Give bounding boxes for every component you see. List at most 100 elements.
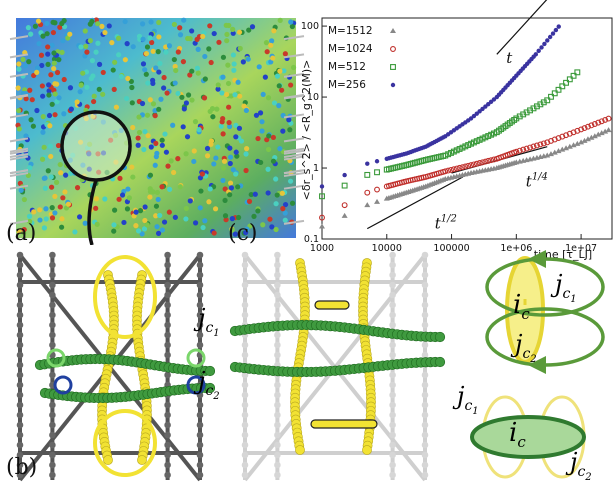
lattice-bead — [196, 261, 204, 269]
monomer-bead — [231, 61, 237, 67]
lattice-bead — [274, 451, 281, 459]
monomer-bead — [195, 70, 201, 76]
lattice-bead — [49, 431, 56, 439]
data-point-M1024 — [465, 162, 472, 169]
chain-bead — [204, 365, 215, 377]
monomer-bead — [28, 31, 34, 37]
lattice-bead — [421, 471, 429, 479]
lattice-bead — [389, 401, 396, 409]
monomer-bead — [40, 33, 46, 39]
data-point-M1024 — [578, 126, 585, 133]
data-point-M1024 — [450, 166, 457, 173]
monomer-bead — [183, 205, 189, 212]
monomer-bead — [267, 216, 273, 222]
power-law-guide — [496, 0, 548, 55]
lattice-bead — [241, 311, 249, 319]
monomer-bead — [121, 219, 127, 226]
lattice-bead — [274, 471, 281, 479]
monomer-bead — [231, 67, 237, 73]
lattice-bead — [241, 301, 249, 309]
lattice-bead — [196, 321, 204, 329]
monomer-bead — [214, 106, 220, 112]
monomer-bead — [58, 170, 64, 176]
monomer-bead — [273, 226, 279, 233]
monomer-bead — [26, 59, 32, 65]
lattice-bead — [49, 441, 56, 449]
lattice-bead — [421, 401, 429, 409]
monomer-bead — [274, 73, 281, 79]
lattice-bead — [241, 451, 249, 459]
monomer-bead — [111, 86, 117, 92]
monomer-bead — [207, 23, 213, 29]
monomer-bead — [226, 22, 232, 29]
monomer-bead — [139, 100, 146, 107]
monomer-bead — [100, 69, 106, 76]
lattice-bead — [196, 451, 204, 459]
monomer-bead — [271, 100, 278, 106]
lattice-bead — [196, 291, 204, 299]
monomer-bead — [147, 172, 154, 178]
lattice-bead — [274, 301, 281, 309]
lattice-bead — [16, 351, 24, 359]
monomer-bead — [171, 21, 177, 28]
lattice-bead — [16, 361, 24, 369]
monomer-bead — [59, 224, 65, 230]
plot-frame — [321, 17, 613, 240]
monomer-bead — [16, 126, 22, 132]
monomer-bead — [53, 179, 60, 185]
monomer-bead — [51, 66, 57, 72]
lattice-bead — [421, 351, 429, 359]
data-point-M256 — [342, 172, 347, 178]
data-point-M256 — [550, 31, 556, 36]
monomer-bead — [172, 63, 178, 70]
monomer-bead — [270, 134, 277, 141]
monomer-bead — [229, 227, 235, 233]
lattice-bead — [274, 341, 281, 349]
monomer-bead — [62, 189, 68, 195]
monomer-bead — [48, 72, 54, 78]
obstacle-rod — [283, 219, 305, 225]
monomer-bead — [246, 27, 252, 33]
monomer-bead — [56, 57, 62, 63]
monomer-bead — [183, 100, 190, 106]
obstacle-rod — [9, 155, 29, 161]
monomer-bead — [124, 41, 130, 47]
monomer-bead — [189, 28, 195, 34]
monomer-bead — [74, 99, 80, 105]
data-point-M1024 — [448, 166, 454, 173]
data-point-M1024 — [485, 157, 492, 164]
lattice-bead — [241, 251, 249, 259]
monomer-bead — [226, 104, 232, 110]
monomer-bead — [161, 85, 167, 91]
lattice-bead — [274, 431, 281, 439]
lattice-bead — [241, 351, 249, 359]
monomer-bead — [143, 71, 149, 77]
monomer-bead — [80, 70, 86, 76]
monomer-bead — [60, 38, 66, 44]
monomer-bead — [47, 143, 54, 149]
lattice-bead — [196, 271, 204, 279]
x-tick-label: 100000 — [433, 243, 469, 254]
monomer-bead — [133, 209, 139, 215]
monomer-bead — [41, 225, 48, 231]
obstacle-rod — [283, 93, 305, 99]
data-point-M512 — [563, 79, 569, 86]
guide-label: t — [506, 49, 513, 67]
monomer-bead — [18, 187, 24, 193]
monomer-bead — [65, 201, 72, 207]
lattice-bead — [421, 271, 429, 279]
lattice-bead — [16, 301, 24, 309]
data-point-M512 — [544, 97, 551, 104]
obstacle-rod — [283, 137, 305, 143]
lattice-bead — [421, 281, 429, 289]
monomer-bead — [279, 87, 285, 93]
monomer-bead — [67, 31, 73, 37]
monomer-bead — [27, 87, 33, 93]
lattice-bead — [49, 411, 56, 419]
monomer-bead — [118, 73, 124, 80]
lattice-bead — [16, 461, 24, 469]
monomer-bead — [144, 112, 151, 118]
monomer-bead — [152, 113, 158, 119]
obstacle-rod — [9, 53, 29, 59]
lattice-bead — [16, 261, 24, 269]
